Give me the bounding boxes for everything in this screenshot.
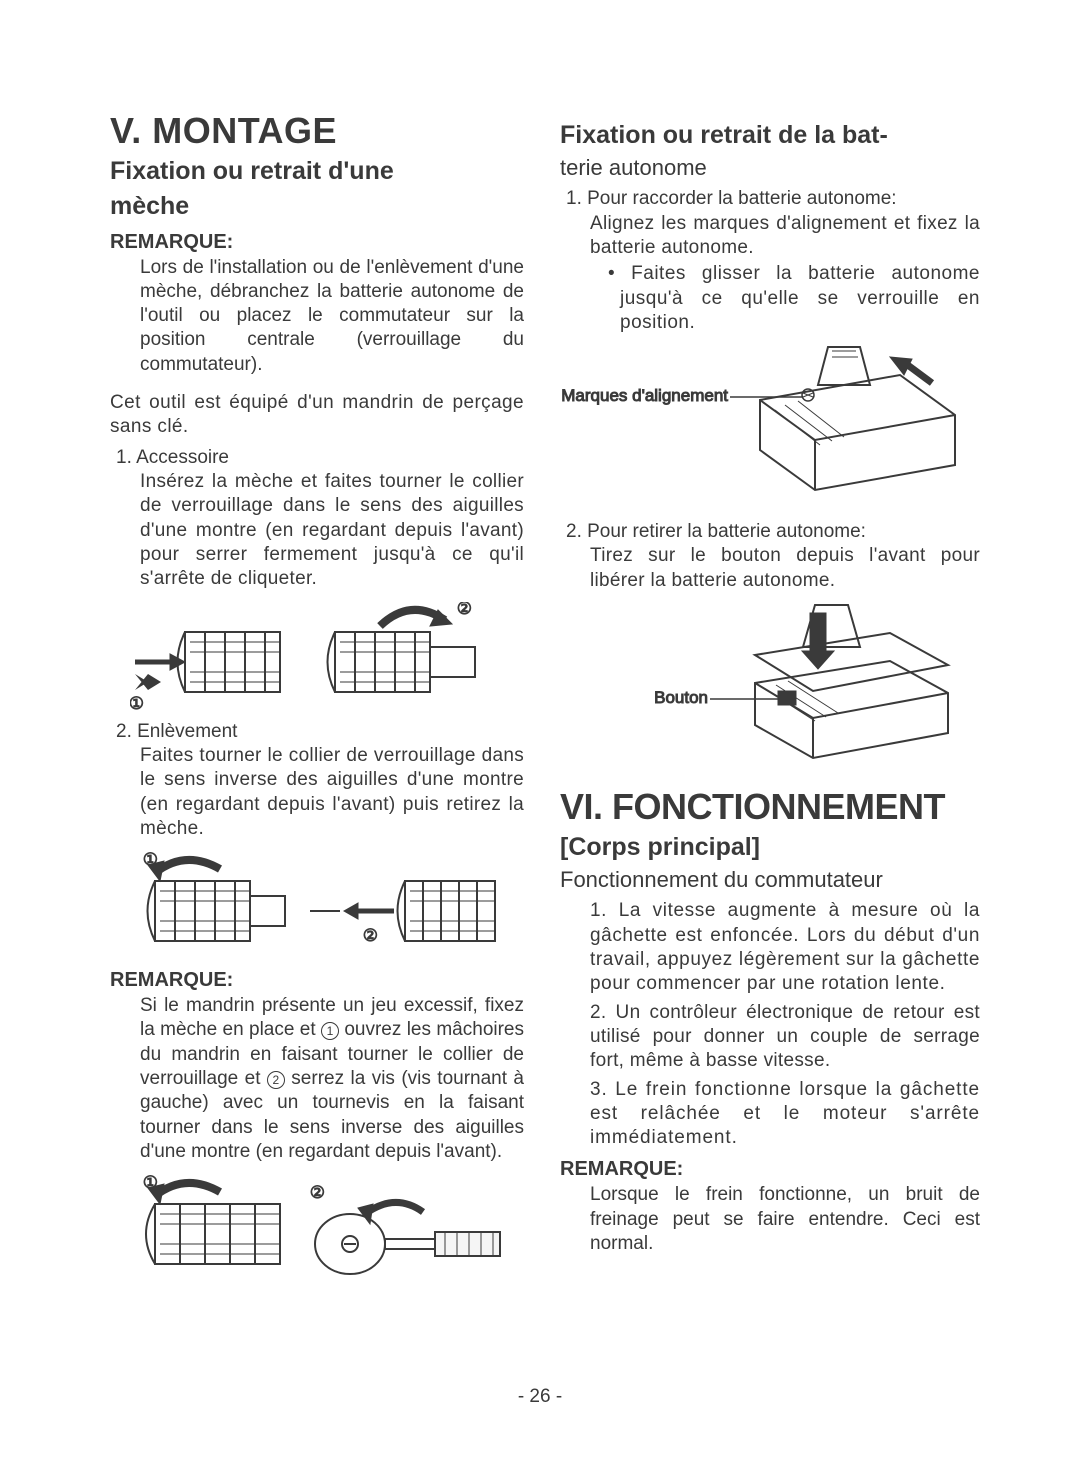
battery-remove-label: 2. Pour retirer la batterie autonome: bbox=[566, 521, 866, 542]
chuck-insert-svg: ① bbox=[130, 612, 290, 712]
mandrin-para: Cet outil est équipé d'un mandrin de per… bbox=[110, 391, 524, 440]
battery-connect-bullets: • Faites glisser la batterie autonome ju… bbox=[606, 262, 980, 335]
subsection-meche-b: mèche bbox=[110, 191, 524, 222]
circ-2-label: ② bbox=[457, 602, 472, 618]
section-vi-title: VI. FONCTIONNEMENT bbox=[560, 786, 980, 828]
step-enlevement: 2. Enlèvement Faites tourner le collier … bbox=[110, 720, 524, 842]
figure-insert-bit: ① ② bbox=[130, 602, 524, 712]
step-accessoire-body: Insérez la mèche et faites tourner le co… bbox=[140, 470, 524, 592]
battery-attach-svg: Marques d'alignement bbox=[560, 345, 980, 495]
chuck-pull-svg: ② bbox=[310, 861, 500, 961]
operation-steps: 1. La vitesse augmente à mesure où la gâ… bbox=[560, 899, 980, 1150]
step-accessoire: 1. Accessoire Insérez la mèche et faites… bbox=[110, 446, 524, 592]
figure-remove-bit: ① ② bbox=[130, 851, 524, 961]
remarque-1-body: Lors de l'installation ou de l'enlèvemen… bbox=[140, 256, 524, 378]
circle-2-inline: 2 bbox=[267, 1071, 285, 1089]
screwdriver-svg: ② bbox=[305, 1184, 505, 1284]
chuck-open-svg: ① bbox=[130, 1174, 285, 1284]
figure-screw: ① ② bbox=[130, 1174, 524, 1284]
chuck-loosen-svg: ① bbox=[130, 851, 290, 961]
step-enlevement-label: 2. Enlèvement bbox=[116, 721, 237, 742]
commutateur-sub: Fonctionnement du commutateur bbox=[560, 867, 980, 893]
battery-connect: 1. Pour raccorder la batterie autonome: … bbox=[560, 187, 980, 335]
remarque-2-body: Si le mandrin présente un jeu excessif, … bbox=[140, 994, 524, 1164]
battery-connect-steps: 1. Pour raccorder la batterie autonome: … bbox=[560, 187, 980, 335]
battery-connect-label: 1. Pour raccorder la batterie autonome: bbox=[566, 188, 897, 209]
corps-principal: [Corps principal] bbox=[560, 832, 980, 863]
op-step-2: 2. Un contrôleur électronique de retour … bbox=[560, 1001, 980, 1074]
alignment-marks-label: Marques d'alignement bbox=[561, 386, 728, 405]
battery-slide-bullet: • Faites glisser la batterie autonome ju… bbox=[606, 262, 980, 335]
meche-steps: 1. Accessoire Insérez la mèche et faites… bbox=[110, 446, 524, 592]
battery-remove-steps: 2. Pour retirer la batterie autonome: Ti… bbox=[560, 520, 980, 593]
battery-remove-body: Tirez sur le bouton depuis l'avant pour … bbox=[590, 544, 980, 593]
op-step-3-body: 3. Le frein fonctionne lorsque la gâchet… bbox=[590, 1078, 980, 1151]
left-column: V. MONTAGE Fixation ou retrait d'une mèc… bbox=[110, 110, 524, 1292]
remarque-1-title: REMARQUE: bbox=[110, 231, 524, 254]
subsection-batterie-b: terie autonome bbox=[560, 155, 980, 181]
meche-steps-2: 2. Enlèvement Faites tourner le collier … bbox=[110, 720, 524, 842]
bouton-label: Bouton bbox=[654, 688, 708, 707]
op-step-1-body: 1. La vitesse augmente à mesure où la gâ… bbox=[590, 899, 980, 996]
op-step-2-body: 2. Un contrôleur électronique de retour … bbox=[590, 1001, 980, 1074]
battery-remove-svg: Bouton bbox=[560, 603, 980, 763]
subsection-batterie: Fixation ou retrait de la bat- bbox=[560, 120, 980, 151]
section-v-title: V. MONTAGE bbox=[110, 110, 524, 152]
remarque-2-title: REMARQUE: bbox=[110, 969, 524, 992]
subsection-meche-a: Fixation ou retrait d'une bbox=[110, 156, 524, 187]
remarque-3-body: Lorsque le frein fonctionne, un bruit de… bbox=[590, 1183, 980, 1256]
op-step-1: 1. La vitesse augmente à mesure où la gâ… bbox=[560, 899, 980, 996]
circ-2c-label: ② bbox=[310, 1184, 325, 1202]
step-enlevement-body: Faites tourner le collier de verrouillag… bbox=[140, 744, 524, 841]
right-column: Fixation ou retrait de la bat- terie aut… bbox=[560, 110, 980, 1292]
circle-1-inline: 1 bbox=[321, 1022, 339, 1040]
remarque-3-title: REMARQUE: bbox=[560, 1158, 980, 1181]
step-accessoire-label: 1. Accessoire bbox=[116, 447, 229, 468]
battery-slide-text: Faites glisser la batterie autonome jusq… bbox=[620, 263, 980, 333]
op-step-3: 3. Le frein fonctionne lorsque la gâchet… bbox=[560, 1078, 980, 1151]
chuck-tighten-svg: ② bbox=[310, 602, 480, 712]
battery-connect-body: Alignez les marques d'alignement et fixe… bbox=[590, 212, 980, 261]
subsection-batterie-a: Fixation ou retrait de la bat bbox=[560, 121, 880, 149]
page-number: - 26 - bbox=[0, 1386, 1080, 1408]
circ-1-label: ① bbox=[130, 694, 144, 712]
circ-2b-label: ② bbox=[363, 926, 378, 945]
battery-remove: 2. Pour retirer la batterie autonome: Ti… bbox=[560, 520, 980, 593]
